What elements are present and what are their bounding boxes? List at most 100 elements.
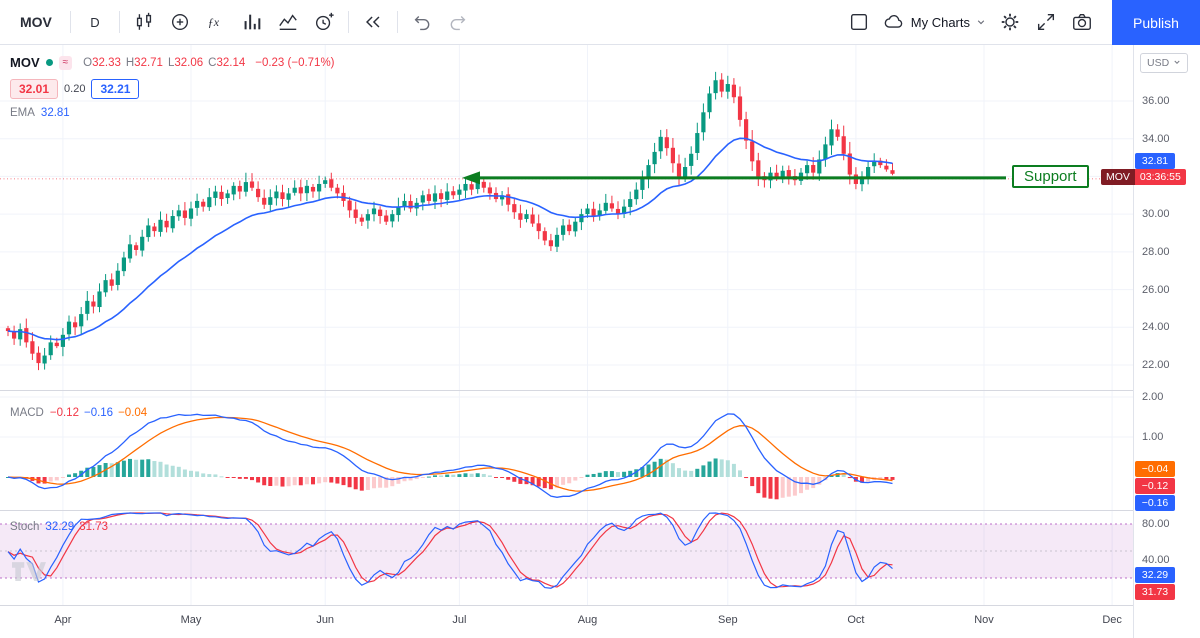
scale-tick: 30.00 — [1142, 208, 1170, 221]
toolbar-separator — [69, 11, 71, 33]
my-charts-button[interactable]: My Charts — [877, 5, 992, 39]
fx-icon: ƒx — [205, 11, 227, 33]
macd-values: −0.12 −0.16 −0.04 — [50, 407, 147, 419]
legend-symbol[interactable]: MOV — [10, 55, 40, 70]
scale-tick: 34.00 — [1142, 132, 1170, 145]
interval-button[interactable]: D — [77, 5, 113, 39]
fullscreen-button[interactable] — [1028, 5, 1064, 39]
month-label: Jul — [452, 614, 467, 626]
ohlc-letter: O — [83, 56, 93, 69]
price-badge: 32.29 — [1135, 567, 1175, 583]
ohlc-value: 32.71 — [134, 56, 163, 69]
undo-button[interactable] — [404, 5, 440, 39]
currency-label: USD — [1147, 57, 1170, 69]
my-charts-label: My Charts — [910, 14, 970, 30]
layout-button[interactable] — [841, 5, 877, 39]
month-label: Jun — [316, 614, 335, 626]
rewind-icon — [362, 11, 384, 33]
price-badge: 31.73 — [1135, 584, 1175, 600]
screenshot-button[interactable] — [1064, 5, 1100, 39]
chevron-down-icon — [976, 17, 986, 27]
month-label: Oct — [847, 614, 865, 626]
macd-pane-canvas[interactable] — [0, 391, 1133, 510]
settings-button[interactable] — [992, 5, 1028, 39]
scale-tick: 40.00 — [1142, 554, 1170, 566]
bar-replay-button[interactable] — [355, 5, 391, 39]
ohlc-letter: C — [208, 56, 217, 69]
indicator-value: 32.29 — [45, 521, 75, 533]
gear-icon — [999, 11, 1021, 33]
pane-separator[interactable] — [0, 390, 1200, 391]
redo-button[interactable] — [440, 5, 476, 39]
delayed-data-badge[interactable]: ≈ — [58, 55, 73, 70]
scale-tick: 22.00 — [1142, 358, 1170, 371]
buy-button[interactable]: 32.21 — [91, 79, 140, 99]
ohlc-values: O32.33 H32.71 L32.06 C32.14 — [78, 57, 245, 69]
price-scale-column[interactable]: USD 36.00 34.00 30.00 28.00 26.00 24.00 22.00 2… — [1101, 45, 1200, 638]
publish-button[interactable]: Publish — [1112, 0, 1200, 45]
top-toolbar: MOV D ƒx — [0, 0, 1200, 45]
symbol-button[interactable]: MOV — [8, 5, 64, 39]
month-label: Nov — [974, 614, 994, 626]
main-chart-canvas[interactable] — [0, 45, 1133, 390]
chart-area: Apr May Jun Jul Aug Sep Oct Nov Dec USD 36.00 34.… — [0, 45, 1200, 638]
currency-dropdown[interactable]: USD — [1140, 53, 1189, 73]
indicator-value: 31.73 — [79, 521, 108, 533]
candlestick-icon — [133, 11, 155, 33]
macd-legend[interactable]: MACD −0.12 −0.16 −0.04 — [10, 407, 147, 419]
stoch-values: 32.29 31.73 — [45, 521, 108, 533]
redo-icon — [447, 11, 469, 33]
fullscreen-icon — [1035, 11, 1057, 33]
month-label: Apr — [54, 614, 72, 626]
ohlc-value: 32.14 — [216, 56, 246, 69]
alarm-plus-icon — [313, 11, 335, 33]
month-label: Sep — [718, 614, 738, 626]
countdown-badge: MOV 03:36:55 — [1101, 169, 1186, 185]
chevron-down-icon — [1173, 57, 1181, 69]
column-chart-button[interactable] — [234, 5, 270, 39]
ema-label: EMA — [10, 107, 35, 119]
ohlc-letter: H — [125, 56, 135, 69]
price-badge: −0.12 — [1135, 478, 1175, 494]
ema-value: 32.81 — [40, 107, 70, 119]
stoch-legend[interactable]: Stoch 32.29 31.73 — [10, 521, 108, 533]
pane-separator[interactable] — [0, 510, 1200, 511]
indicators-button[interactable]: ƒx — [198, 5, 234, 39]
zigzag-chart-icon — [277, 11, 299, 33]
toolbar-separator — [118, 11, 120, 33]
svg-text:ƒx: ƒx — [208, 15, 220, 29]
scale-tick: 1.00 — [1142, 431, 1164, 443]
indicator-value: −0.16 — [83, 407, 114, 419]
chart-pattern-button[interactable] — [270, 5, 306, 39]
price-badge: −0.04 — [1135, 461, 1175, 477]
cloud-icon — [883, 11, 905, 33]
compare-button[interactable] — [162, 5, 198, 39]
sell-button[interactable]: 32.01 — [10, 79, 59, 99]
market-open-dot — [45, 59, 53, 66]
ohlc-value: 32.33 — [92, 56, 121, 69]
toolbar-separator — [347, 11, 349, 33]
month-label: Aug — [577, 614, 598, 626]
camera-icon — [1071, 11, 1093, 33]
stoch-label: Stoch — [10, 521, 40, 533]
ohlc-letter: L — [167, 56, 175, 69]
scale-tick: 2.00 — [1142, 391, 1164, 403]
columns-icon — [241, 11, 263, 33]
month-label: May — [180, 614, 202, 626]
support-label[interactable]: Support — [1012, 165, 1089, 188]
chart-style-button[interactable] — [126, 5, 162, 39]
trade-widget: 32.01 0.20 32.21 — [10, 79, 140, 99]
alert-button[interactable] — [306, 5, 342, 39]
spread-value: 0.20 — [64, 83, 86, 95]
ema-legend[interactable]: EMA 32.81 — [10, 107, 70, 119]
change-value: −0.23 (−0.71%) — [255, 56, 335, 69]
undo-icon — [411, 11, 433, 33]
scale-tick: 26.00 — [1142, 283, 1170, 296]
toolbar-separator — [396, 11, 398, 33]
price-badge: 32.81 — [1135, 153, 1175, 170]
circle-plus-icon — [169, 11, 191, 33]
symbol-legend: MOV ≈ O32.33 H32.71 L32.06 C32.14 −0.23 (−0… — [10, 55, 335, 70]
stoch-pane-canvas[interactable] — [0, 511, 1133, 605]
scale-tick: 28.00 — [1142, 245, 1170, 258]
time-axis[interactable]: Apr May Jun Jul Aug Sep Oct Nov Dec — [0, 605, 1200, 638]
